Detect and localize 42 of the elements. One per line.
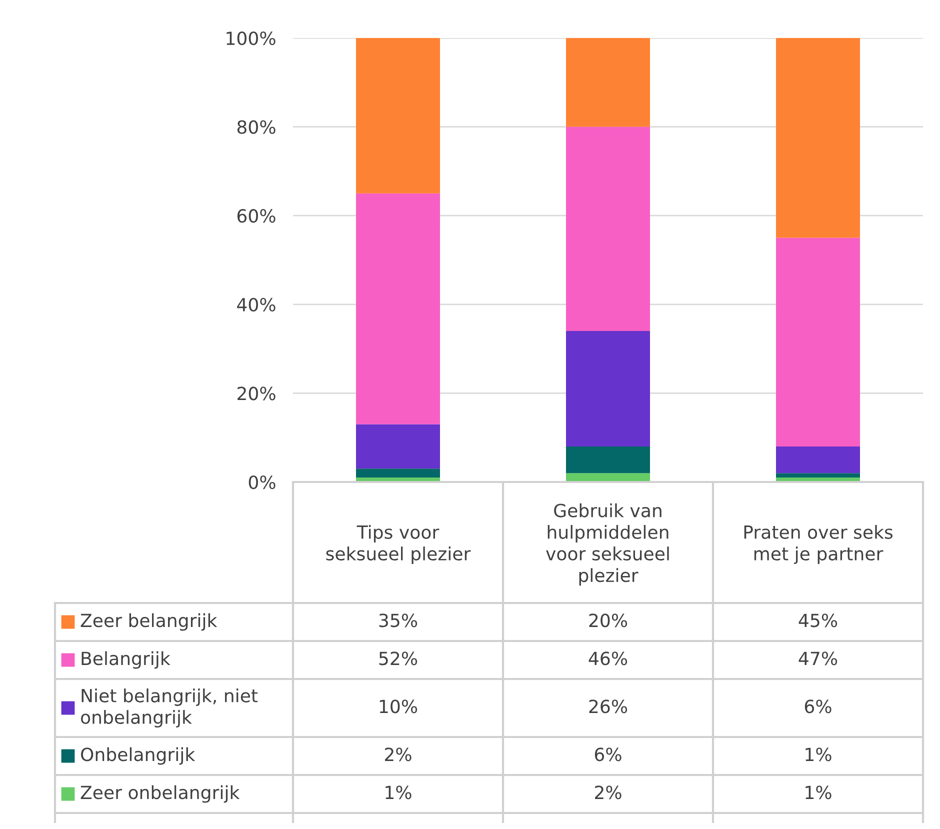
bar bbox=[356, 424, 440, 469]
y-tick-label: 100% bbox=[226, 31, 276, 46]
data-label: 6% bbox=[804, 700, 832, 714]
y-tick-label: 40% bbox=[237, 298, 276, 312]
data-label: 1% bbox=[386, 786, 412, 800]
legend-label: Zeer belangrijk bbox=[80, 613, 218, 631]
data-label: 20% bbox=[589, 614, 628, 628]
y-tick-label: 0% bbox=[248, 475, 276, 490]
x-tick-label: Gebruik van hulpmiddelen voor seksueel plezier bbox=[546, 503, 669, 586]
bar bbox=[356, 468, 440, 478]
x-tick-label: Tips voor seksueel plezier bbox=[326, 524, 471, 564]
y-tick-label: 80% bbox=[237, 120, 276, 134]
y-tick-label: 20% bbox=[238, 386, 276, 400]
data-label: 10% bbox=[380, 700, 418, 714]
data-label: 52% bbox=[379, 652, 418, 666]
bar bbox=[356, 193, 440, 424]
legend-label: Niet belangrijk, niet onbelangrijk bbox=[80, 688, 258, 728]
bar bbox=[566, 446, 650, 474]
bar bbox=[356, 38, 440, 194]
x-tick-label: Praten over seks met je partner bbox=[744, 524, 893, 564]
data-label: 1% bbox=[806, 748, 832, 762]
bar bbox=[776, 38, 860, 238]
bar bbox=[776, 473, 860, 478]
data-label: 2% bbox=[595, 786, 622, 800]
data-label: 26% bbox=[589, 700, 628, 714]
data-label: 1% bbox=[806, 786, 832, 800]
bar bbox=[566, 331, 650, 446]
data-label: 35% bbox=[379, 614, 418, 628]
data-label: 6% bbox=[594, 748, 622, 762]
legend-label: Onbelangrijk bbox=[81, 747, 196, 765]
data-label: 2% bbox=[385, 748, 412, 762]
bar bbox=[776, 446, 860, 474]
bar bbox=[566, 473, 650, 482]
bar bbox=[566, 126, 650, 332]
legend-label: Belangrijk bbox=[82, 651, 170, 669]
bar bbox=[566, 38, 650, 127]
y-tick-label: 60% bbox=[237, 209, 276, 223]
legend-label: Zeer onbelangrijk bbox=[80, 785, 240, 803]
data-label: 46% bbox=[588, 652, 628, 666]
bar bbox=[776, 238, 860, 446]
data-label: 45% bbox=[798, 614, 838, 628]
data-label: 47% bbox=[798, 652, 838, 666]
